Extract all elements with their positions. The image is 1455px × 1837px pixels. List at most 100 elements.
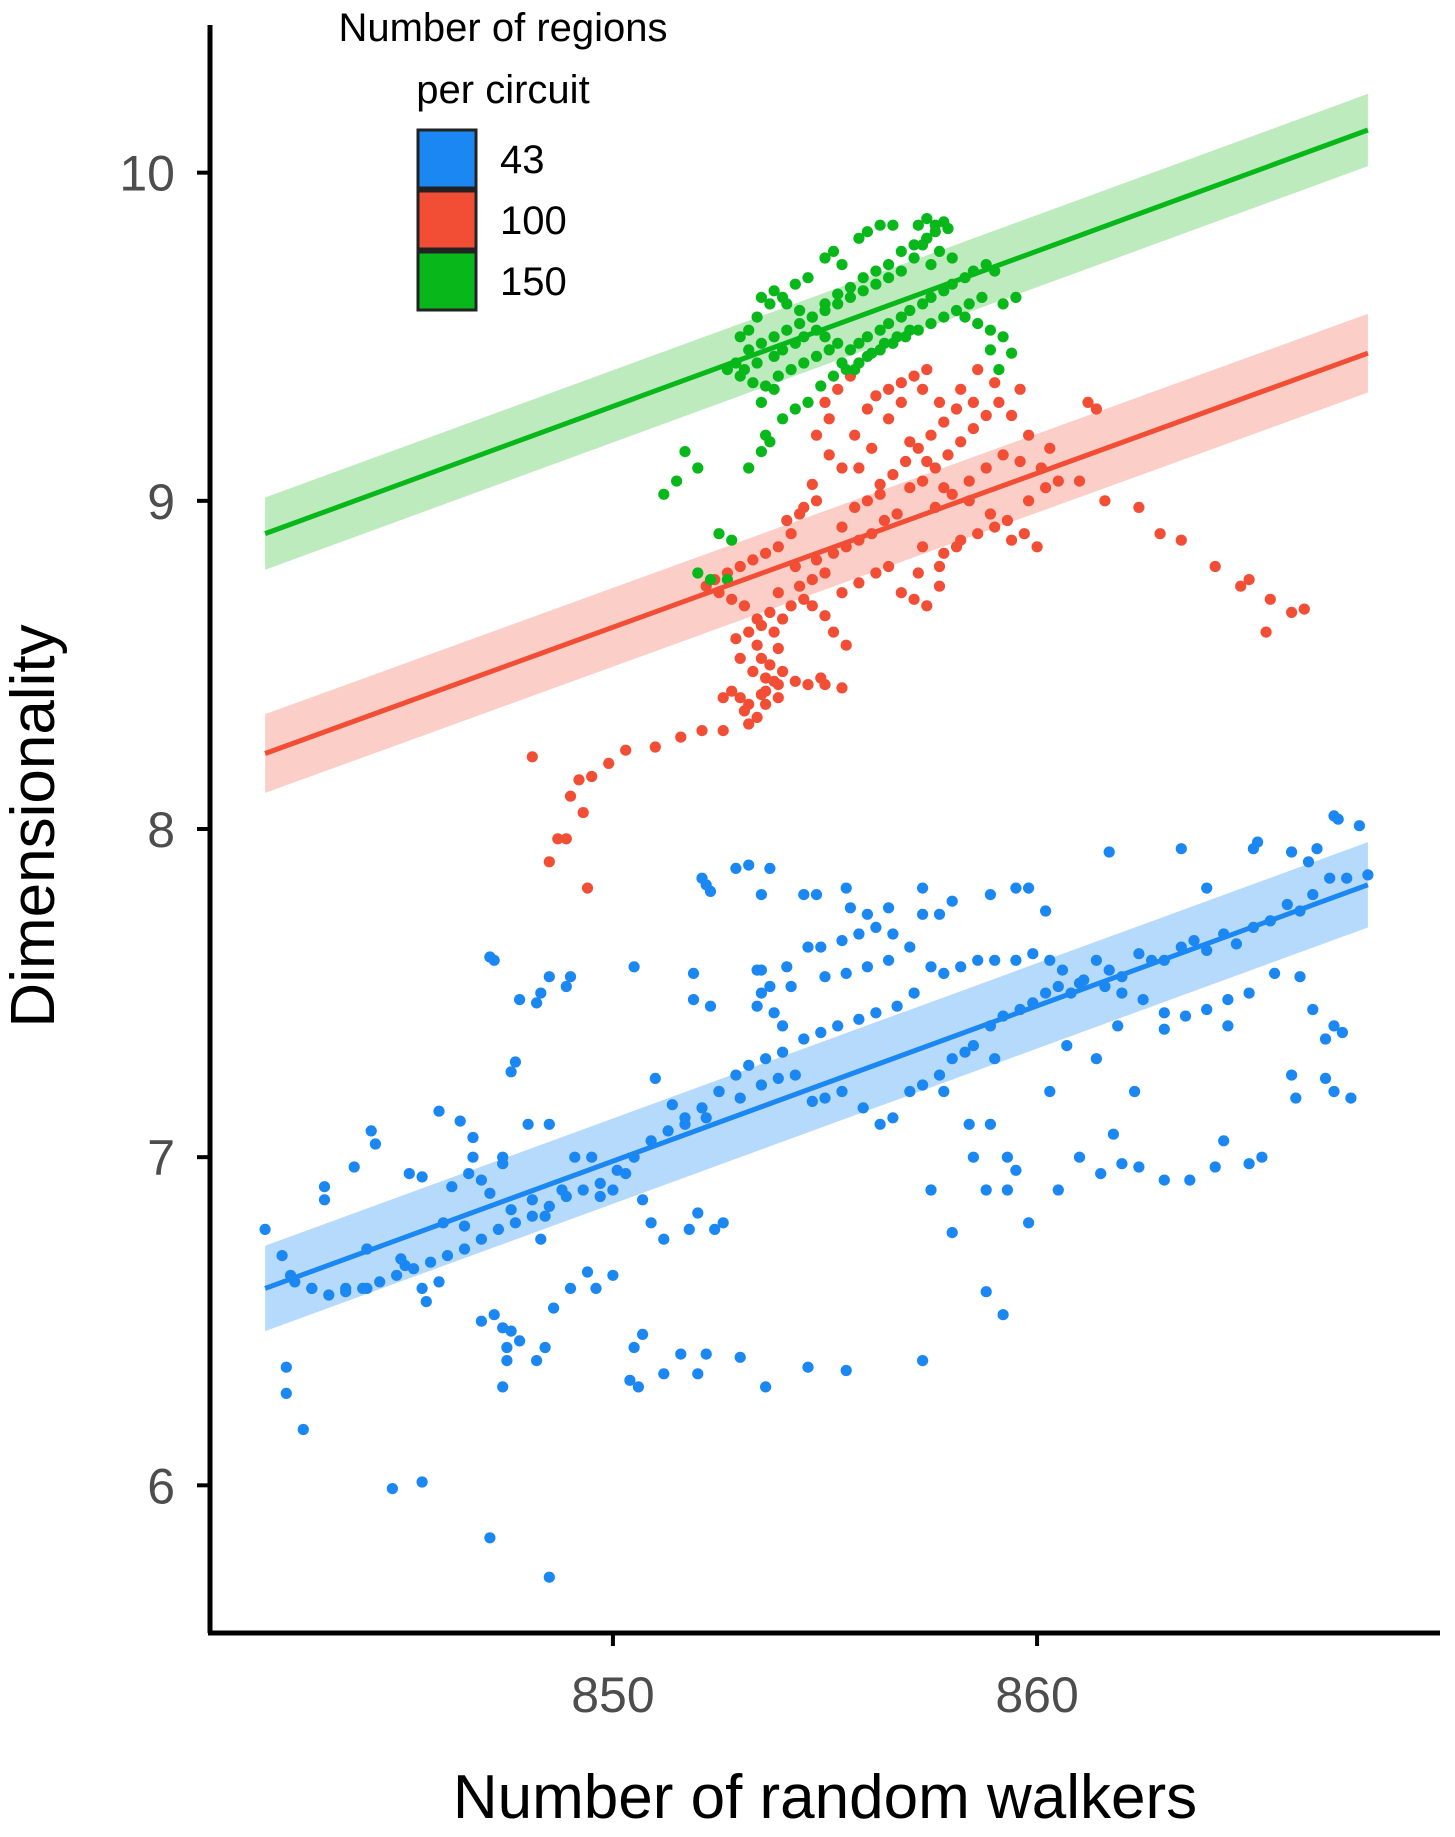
data-point-100-174 xyxy=(1031,541,1043,553)
data-point-100-46 xyxy=(810,554,823,566)
data-point-43-217 xyxy=(1294,971,1306,983)
data-point-150-57 xyxy=(925,318,937,330)
data-point-100-77 xyxy=(832,383,844,395)
data-point-100-172 xyxy=(1001,514,1014,527)
data-point-100-106 xyxy=(840,639,852,651)
data-point-43-225 xyxy=(1116,987,1128,999)
data-point-100-3 xyxy=(560,833,572,845)
data-point-43-83 xyxy=(607,1184,619,1196)
data-point-100-150 xyxy=(1243,574,1255,586)
data-point-43-175 xyxy=(815,941,827,953)
data-point-100-104 xyxy=(726,685,738,697)
data-point-100-9 xyxy=(603,757,615,770)
data-point-100-18 xyxy=(760,685,772,697)
data-point-43-4 xyxy=(280,1387,292,1399)
data-point-43-40 xyxy=(607,1269,619,1281)
data-point-100-115 xyxy=(908,593,920,605)
data-point-43-145 xyxy=(1286,846,1298,858)
data-point-150-103 xyxy=(887,219,899,231)
data-point-150-112 xyxy=(751,311,763,323)
data-point-43-202 xyxy=(1158,1174,1170,1186)
data-point-43-167 xyxy=(730,862,742,875)
data-point-43-71 xyxy=(535,1233,547,1245)
data-point-43-68 xyxy=(586,1151,598,1163)
data-point-100-151 xyxy=(1264,593,1276,605)
data-point-43-74 xyxy=(484,1187,496,1199)
data-point-43-157 xyxy=(917,882,929,894)
data-point-43-1 xyxy=(276,1250,288,1262)
data-point-100-166 xyxy=(883,413,895,425)
data-point-43-25 xyxy=(467,1131,479,1144)
data-point-43-158 xyxy=(883,902,895,914)
data-point-43-10 xyxy=(348,1161,360,1173)
data-point-100-25 xyxy=(836,682,848,694)
data-point-100-69 xyxy=(950,403,963,415)
data-point-150-22 xyxy=(832,337,844,349)
data-point-100-141 xyxy=(1082,396,1094,408)
data-point-43-290 xyxy=(1112,1020,1124,1032)
data-point-100-42 xyxy=(794,580,806,592)
data-point-150-28 xyxy=(895,311,907,323)
data-point-100-149 xyxy=(1235,580,1247,592)
y-tick-label-8: 8 xyxy=(147,802,175,858)
data-point-100-119 xyxy=(938,547,950,559)
data-point-43-112 xyxy=(967,1040,980,1052)
data-point-100-153 xyxy=(1286,606,1298,619)
data-point-43-192 xyxy=(687,994,700,1006)
data-point-43-283 xyxy=(980,1286,992,1298)
data-point-43-218 xyxy=(1269,967,1281,980)
data-point-150-107 xyxy=(819,252,831,264)
data-point-100-156 xyxy=(989,377,1001,389)
data-point-100-112 xyxy=(870,567,882,579)
data-point-43-235 xyxy=(938,967,950,980)
data-point-43-297 xyxy=(938,1085,950,1098)
data-point-100-32 xyxy=(755,652,768,665)
data-point-43-152 xyxy=(1023,882,1035,894)
data-point-100-55 xyxy=(861,495,874,507)
data-point-43-17 xyxy=(403,1168,415,1180)
data-point-43-156 xyxy=(933,908,946,920)
data-point-43-246 xyxy=(743,1059,755,1071)
data-point-43-242 xyxy=(815,1026,827,1039)
data-point-43-196 xyxy=(467,1151,479,1163)
data-point-43-52 xyxy=(840,1364,852,1377)
y-axis-title: Dimensionality xyxy=(0,624,68,1027)
data-point-150-100 xyxy=(921,232,933,244)
data-point-100-125 xyxy=(1040,482,1052,494)
data-point-150-113 xyxy=(743,324,755,336)
data-point-43-98 xyxy=(755,1079,768,1091)
data-point-150-70 xyxy=(933,245,946,257)
data-point-43-81 xyxy=(569,1151,581,1163)
data-point-100-4 xyxy=(564,790,577,802)
legend-label-100: 100 xyxy=(500,199,567,243)
data-point-100-67 xyxy=(938,416,950,428)
data-point-100-28 xyxy=(738,705,751,717)
data-point-100-137 xyxy=(823,413,835,425)
data-point-43-41 xyxy=(628,1341,640,1354)
data-point-43-30 xyxy=(505,1325,517,1337)
data-point-43-221 xyxy=(1201,1003,1213,1016)
data-point-100-97 xyxy=(751,613,763,625)
data-point-43-97 xyxy=(734,1092,746,1104)
data-point-43-181 xyxy=(904,941,916,953)
data-point-100-20 xyxy=(777,665,789,678)
data-point-43-13 xyxy=(365,1125,377,1137)
data-point-43-70 xyxy=(539,1210,551,1222)
data-point-100-136 xyxy=(810,429,823,441)
data-point-100-162 xyxy=(955,383,967,395)
data-point-100-163 xyxy=(933,396,946,408)
data-point-150-128 xyxy=(904,324,916,336)
data-point-100-147 xyxy=(1175,534,1187,546)
data-point-43-43 xyxy=(624,1374,636,1386)
data-point-43-143 xyxy=(1332,813,1344,825)
data-point-43-73 xyxy=(505,1204,517,1216)
data-point-150-15 xyxy=(751,357,763,369)
data-point-43-230 xyxy=(1027,948,1039,960)
data-point-150-99 xyxy=(908,239,920,251)
data-point-100-140 xyxy=(781,514,793,527)
data-point-43-251 xyxy=(662,1125,674,1137)
data-point-100-154 xyxy=(1298,603,1310,615)
data-point-43-256 xyxy=(577,1184,589,1196)
data-point-100-138 xyxy=(806,478,818,490)
